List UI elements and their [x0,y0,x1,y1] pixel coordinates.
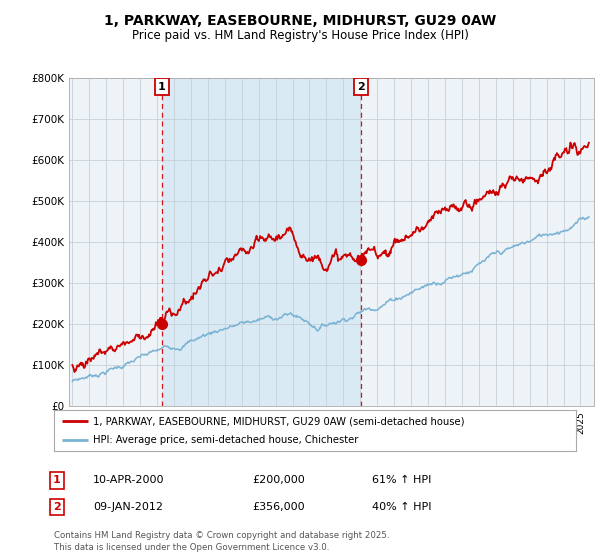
Text: 1, PARKWAY, EASEBOURNE, MIDHURST, GU29 0AW (semi-detached house): 1, PARKWAY, EASEBOURNE, MIDHURST, GU29 0… [93,417,464,426]
Bar [161,78,361,406]
Text: 2: 2 [53,502,61,512]
Text: £200,000: £200,000 [252,475,305,486]
Text: 10-APR-2000: 10-APR-2000 [93,475,164,486]
Text: 1: 1 [158,82,166,92]
Text: 09-JAN-2012: 09-JAN-2012 [93,502,163,512]
Text: HPI: Average price, semi-detached house, Chichester: HPI: Average price, semi-detached house,… [93,435,359,445]
Text: £356,000: £356,000 [252,502,305,512]
Text: Price paid vs. HM Land Registry's House Price Index (HPI): Price paid vs. HM Land Registry's House … [131,29,469,42]
Text: 40% ↑ HPI: 40% ↑ HPI [372,502,431,512]
Text: 1, PARKWAY, EASEBOURNE, MIDHURST, GU29 0AW: 1, PARKWAY, EASEBOURNE, MIDHURST, GU29 0… [104,14,496,28]
Text: 2: 2 [357,82,365,92]
Text: 1: 1 [53,475,61,486]
Text: 61% ↑ HPI: 61% ↑ HPI [372,475,431,486]
Text: Contains HM Land Registry data © Crown copyright and database right 2025.
This d: Contains HM Land Registry data © Crown c… [54,531,389,552]
